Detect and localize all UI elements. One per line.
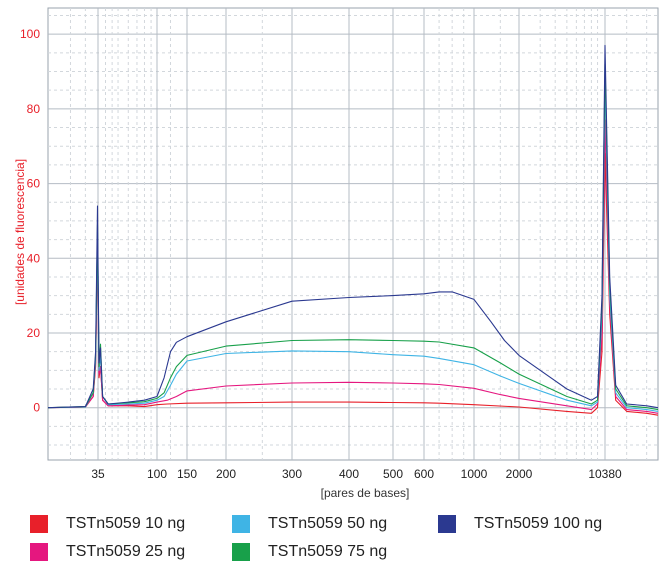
x-tick-label: 150 bbox=[177, 467, 197, 481]
legend-label-50ng: TSTn5059 50 ng bbox=[268, 515, 388, 532]
legend-label-75ng: TSTn5059 75 ng bbox=[268, 543, 388, 560]
plot-area bbox=[0, 0, 662, 510]
electropherogram-chart: 0 20 40 60 80 100 35 100 150 200 300 400 500 600 1000 2… bbox=[0, 0, 662, 510]
y-tick-label: 80 bbox=[27, 102, 41, 116]
x-tick-label: 100 bbox=[147, 467, 167, 481]
legend-label-100ng: TSTn5059 100 ng bbox=[474, 515, 603, 532]
legend-swatch-50ng bbox=[232, 515, 250, 533]
y-tick-label: 60 bbox=[27, 177, 41, 191]
x-tick-label: 300 bbox=[282, 467, 302, 481]
x-axis-label: [pares de bases] bbox=[321, 486, 410, 500]
y-tick-label: 20 bbox=[27, 326, 41, 340]
legend-item-100ng: TSTn5059 100 ng bbox=[438, 515, 602, 533]
x-tick-label: 2000 bbox=[506, 467, 533, 481]
legend: TSTn5059 10 ng TSTn5059 25 ng TSTn5059 5… bbox=[0, 510, 662, 568]
x-tick-label: 600 bbox=[414, 467, 434, 481]
legend-swatch-75ng bbox=[232, 543, 250, 561]
legend-swatch-10ng bbox=[30, 515, 48, 533]
tick-labels: 0 20 40 60 80 100 35 100 150 200 300 400 500 600 1000 2… bbox=[20, 27, 622, 481]
y-tick-label: 40 bbox=[27, 251, 41, 265]
y-axis-label: [unidades de fluorescencia] bbox=[13, 159, 27, 305]
legend-swatch-25ng bbox=[30, 543, 48, 561]
legend-label-25ng: TSTn5059 25 ng bbox=[66, 543, 186, 560]
x-tick-label: 35 bbox=[91, 467, 105, 481]
legend-item-75ng: TSTn5059 75 ng bbox=[232, 543, 387, 561]
y-tick-label: 100 bbox=[20, 27, 40, 41]
legend-label-10ng: TSTn5059 10 ng bbox=[66, 515, 186, 532]
legend-item-10ng: TSTn5059 10 ng bbox=[30, 515, 185, 533]
x-tick-label: 200 bbox=[216, 467, 236, 481]
x-tick-label: 500 bbox=[383, 467, 403, 481]
legend-item-25ng: TSTn5059 25 ng bbox=[30, 543, 185, 561]
series-lines bbox=[47, 44, 659, 416]
x-tick-label: 10380 bbox=[588, 467, 622, 481]
legend-swatch-100ng bbox=[438, 515, 456, 533]
legend-item-50ng: TSTn5059 50 ng bbox=[232, 515, 387, 533]
y-tick-label: 0 bbox=[33, 401, 40, 415]
x-tick-label: 1000 bbox=[461, 467, 488, 481]
series-line-4 bbox=[47, 44, 659, 409]
x-tick-label: 400 bbox=[339, 467, 359, 481]
plot-frame bbox=[47, 7, 659, 461]
